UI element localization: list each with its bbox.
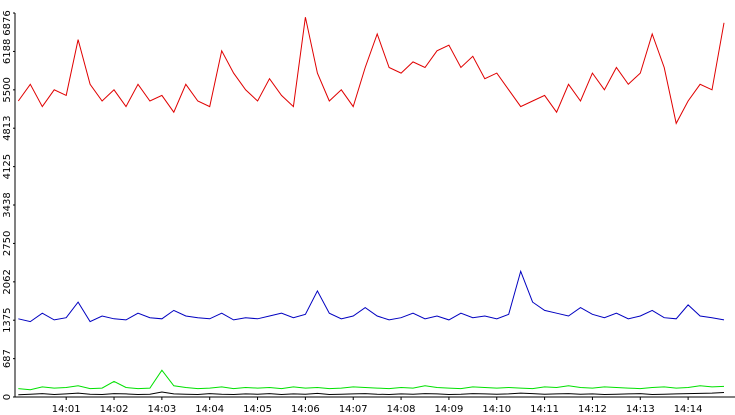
y-tick-label: 6876 <box>2 10 13 35</box>
y-tick-label: 3438 <box>2 192 13 217</box>
x-tick-label: 14:08 <box>387 404 416 415</box>
x-tick-label: 14:13 <box>626 404 655 415</box>
series-line <box>18 391 725 396</box>
y-tick-label: 4813 <box>2 115 13 140</box>
y-tick-label: 0 <box>2 394 13 400</box>
x-tick-label: 14:10 <box>482 404 511 415</box>
y-tick-label: 4125 <box>2 154 13 179</box>
x-tick-label: 14:02 <box>100 404 129 415</box>
y-tick-label: 2750 <box>2 231 13 256</box>
y-tick-label: 1375 <box>2 307 13 332</box>
x-tick-label: 14:12 <box>578 404 607 415</box>
x-tick-label: 14:09 <box>434 404 463 415</box>
x-tick-label: 14:07 <box>339 404 368 415</box>
series-line <box>18 269 725 323</box>
y-tick-label: 5500 <box>2 77 13 102</box>
x-tick-label: 14:05 <box>243 404 272 415</box>
x-tick-label: 14:01 <box>52 404 81 415</box>
x-tick-label: 14:14 <box>674 404 703 415</box>
x-tick-label: 14:03 <box>147 404 176 415</box>
y-tick-label: 6188 <box>2 39 13 64</box>
y-tick-label: 2062 <box>2 269 13 294</box>
series-line <box>17 17 725 125</box>
x-tick-label: 14:06 <box>291 404 320 415</box>
series-line <box>18 369 725 391</box>
y-tick-label: 687 <box>2 349 13 368</box>
x-tick-label: 14:04 <box>195 404 224 415</box>
x-tick-label: 14:11 <box>530 404 559 415</box>
